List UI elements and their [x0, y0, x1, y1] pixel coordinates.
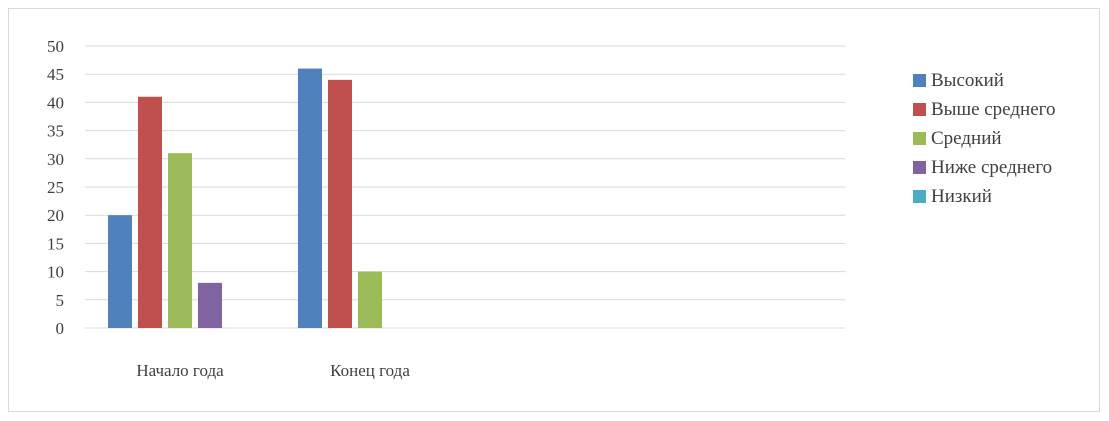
legend-swatch	[913, 132, 926, 145]
y-tick-label: 40	[47, 93, 64, 112]
bar-2-1	[298, 68, 322, 328]
x-category-label: Начало года	[136, 361, 224, 380]
legend-swatch	[913, 161, 926, 174]
legend-swatch	[913, 190, 926, 203]
bars	[108, 68, 382, 328]
y-tick-label: 45	[47, 65, 64, 84]
y-tick-label: 50	[47, 37, 64, 56]
y-tick-label: 5	[56, 291, 65, 310]
bar-2-3	[358, 271, 382, 328]
y-tick-label: 0	[56, 319, 65, 338]
bar-1-2	[138, 96, 162, 328]
legend-swatch	[913, 103, 926, 116]
y-tick-label: 15	[47, 234, 64, 253]
x-category-label: Конец года	[330, 361, 410, 380]
y-axis-ticks: 0 5 10 15 20 25 30 35 40 45 50	[47, 37, 64, 338]
x-axis-labels: Начало года Конец года	[136, 361, 410, 380]
legend: Высокий Выше среднего Средний Ниже среднего…	[913, 70, 1055, 207]
bar-1-1	[108, 215, 132, 328]
legend-label: Высокий	[931, 70, 1004, 91]
y-tick-label: 30	[47, 150, 64, 169]
legend-label: Средний	[931, 128, 1002, 149]
y-tick-label: 35	[47, 122, 64, 141]
legend-swatch	[913, 74, 926, 87]
bar-1-3	[168, 153, 192, 328]
legend-label: Ниже среднего	[931, 157, 1052, 178]
y-tick-label: 10	[47, 263, 64, 282]
bar-1-4	[198, 282, 222, 328]
bar-2-2	[328, 79, 352, 328]
legend-label: Выше среднего	[931, 99, 1055, 120]
y-tick-label: 20	[47, 206, 64, 225]
y-tick-label: 25	[47, 178, 64, 197]
legend-label: Низкий	[931, 186, 992, 207]
